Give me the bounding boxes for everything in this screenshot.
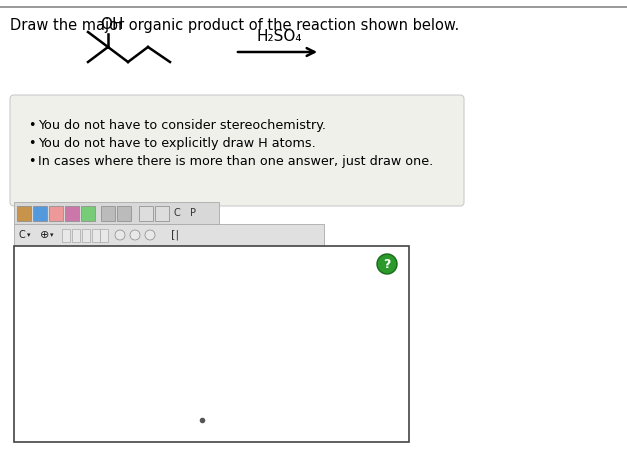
- Bar: [100, 229, 108, 242]
- Bar: [62, 229, 70, 242]
- Text: [|: [|: [171, 230, 179, 240]
- Bar: [49, 206, 63, 220]
- Text: ⊕: ⊕: [40, 230, 50, 240]
- Bar: [101, 206, 115, 220]
- Text: ▾: ▾: [27, 232, 31, 238]
- Text: Draw the major organic product of the reaction shown below.: Draw the major organic product of the re…: [10, 18, 459, 33]
- Text: C: C: [19, 230, 25, 240]
- Bar: [17, 206, 31, 220]
- Bar: [117, 206, 131, 220]
- FancyBboxPatch shape: [14, 202, 219, 224]
- Text: You do not have to explicitly draw H atoms.: You do not have to explicitly draw H ato…: [38, 137, 316, 150]
- Text: •: •: [28, 155, 36, 168]
- Text: In cases where there is more than one answer, just draw one.: In cases where there is more than one an…: [38, 155, 433, 168]
- Text: •: •: [28, 119, 36, 132]
- FancyBboxPatch shape: [14, 224, 324, 246]
- Text: ?: ?: [383, 257, 391, 270]
- Circle shape: [377, 254, 397, 274]
- Circle shape: [145, 230, 155, 240]
- Text: •: •: [28, 137, 36, 150]
- Bar: [139, 206, 153, 220]
- Bar: [72, 229, 80, 242]
- Circle shape: [115, 230, 125, 240]
- Text: ▾: ▾: [50, 232, 54, 238]
- Circle shape: [130, 230, 140, 240]
- Bar: [82, 229, 90, 242]
- FancyBboxPatch shape: [14, 246, 409, 442]
- Bar: [81, 206, 95, 220]
- Text: C: C: [174, 208, 181, 218]
- Text: You do not have to consider stereochemistry.: You do not have to consider stereochemis…: [38, 119, 326, 132]
- Text: OH: OH: [100, 17, 124, 32]
- Bar: [155, 206, 169, 220]
- Bar: [65, 206, 79, 220]
- Text: H₂SO₄: H₂SO₄: [256, 29, 302, 44]
- Bar: [33, 206, 47, 220]
- Bar: [92, 229, 100, 242]
- Text: P: P: [190, 208, 196, 218]
- FancyBboxPatch shape: [10, 95, 464, 206]
